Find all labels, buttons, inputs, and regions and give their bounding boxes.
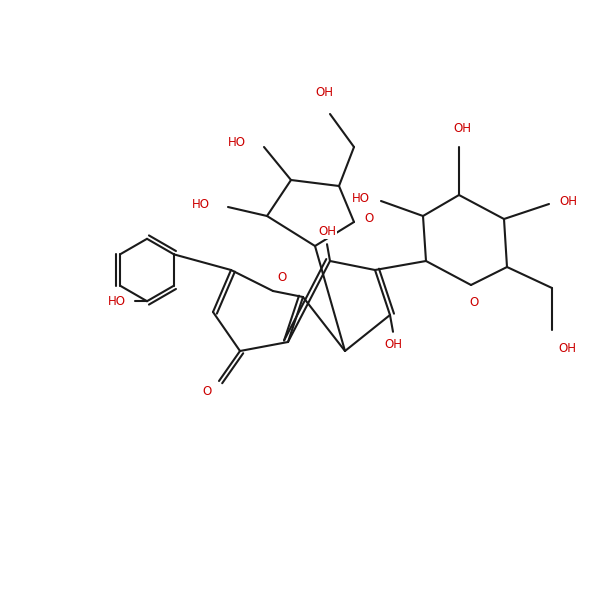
Text: O: O	[469, 296, 479, 309]
Text: OH: OH	[453, 122, 471, 135]
Text: O: O	[203, 385, 212, 398]
Text: HO: HO	[192, 197, 210, 211]
Text: OH: OH	[558, 342, 576, 355]
Text: HO: HO	[352, 191, 370, 205]
Text: O: O	[365, 212, 374, 226]
Text: HO: HO	[108, 295, 126, 308]
Text: OH: OH	[384, 338, 402, 351]
Text: OH: OH	[560, 194, 578, 208]
Text: HO: HO	[228, 136, 246, 149]
Text: OH: OH	[318, 225, 336, 238]
Text: OH: OH	[315, 86, 333, 99]
Text: O: O	[278, 271, 287, 284]
